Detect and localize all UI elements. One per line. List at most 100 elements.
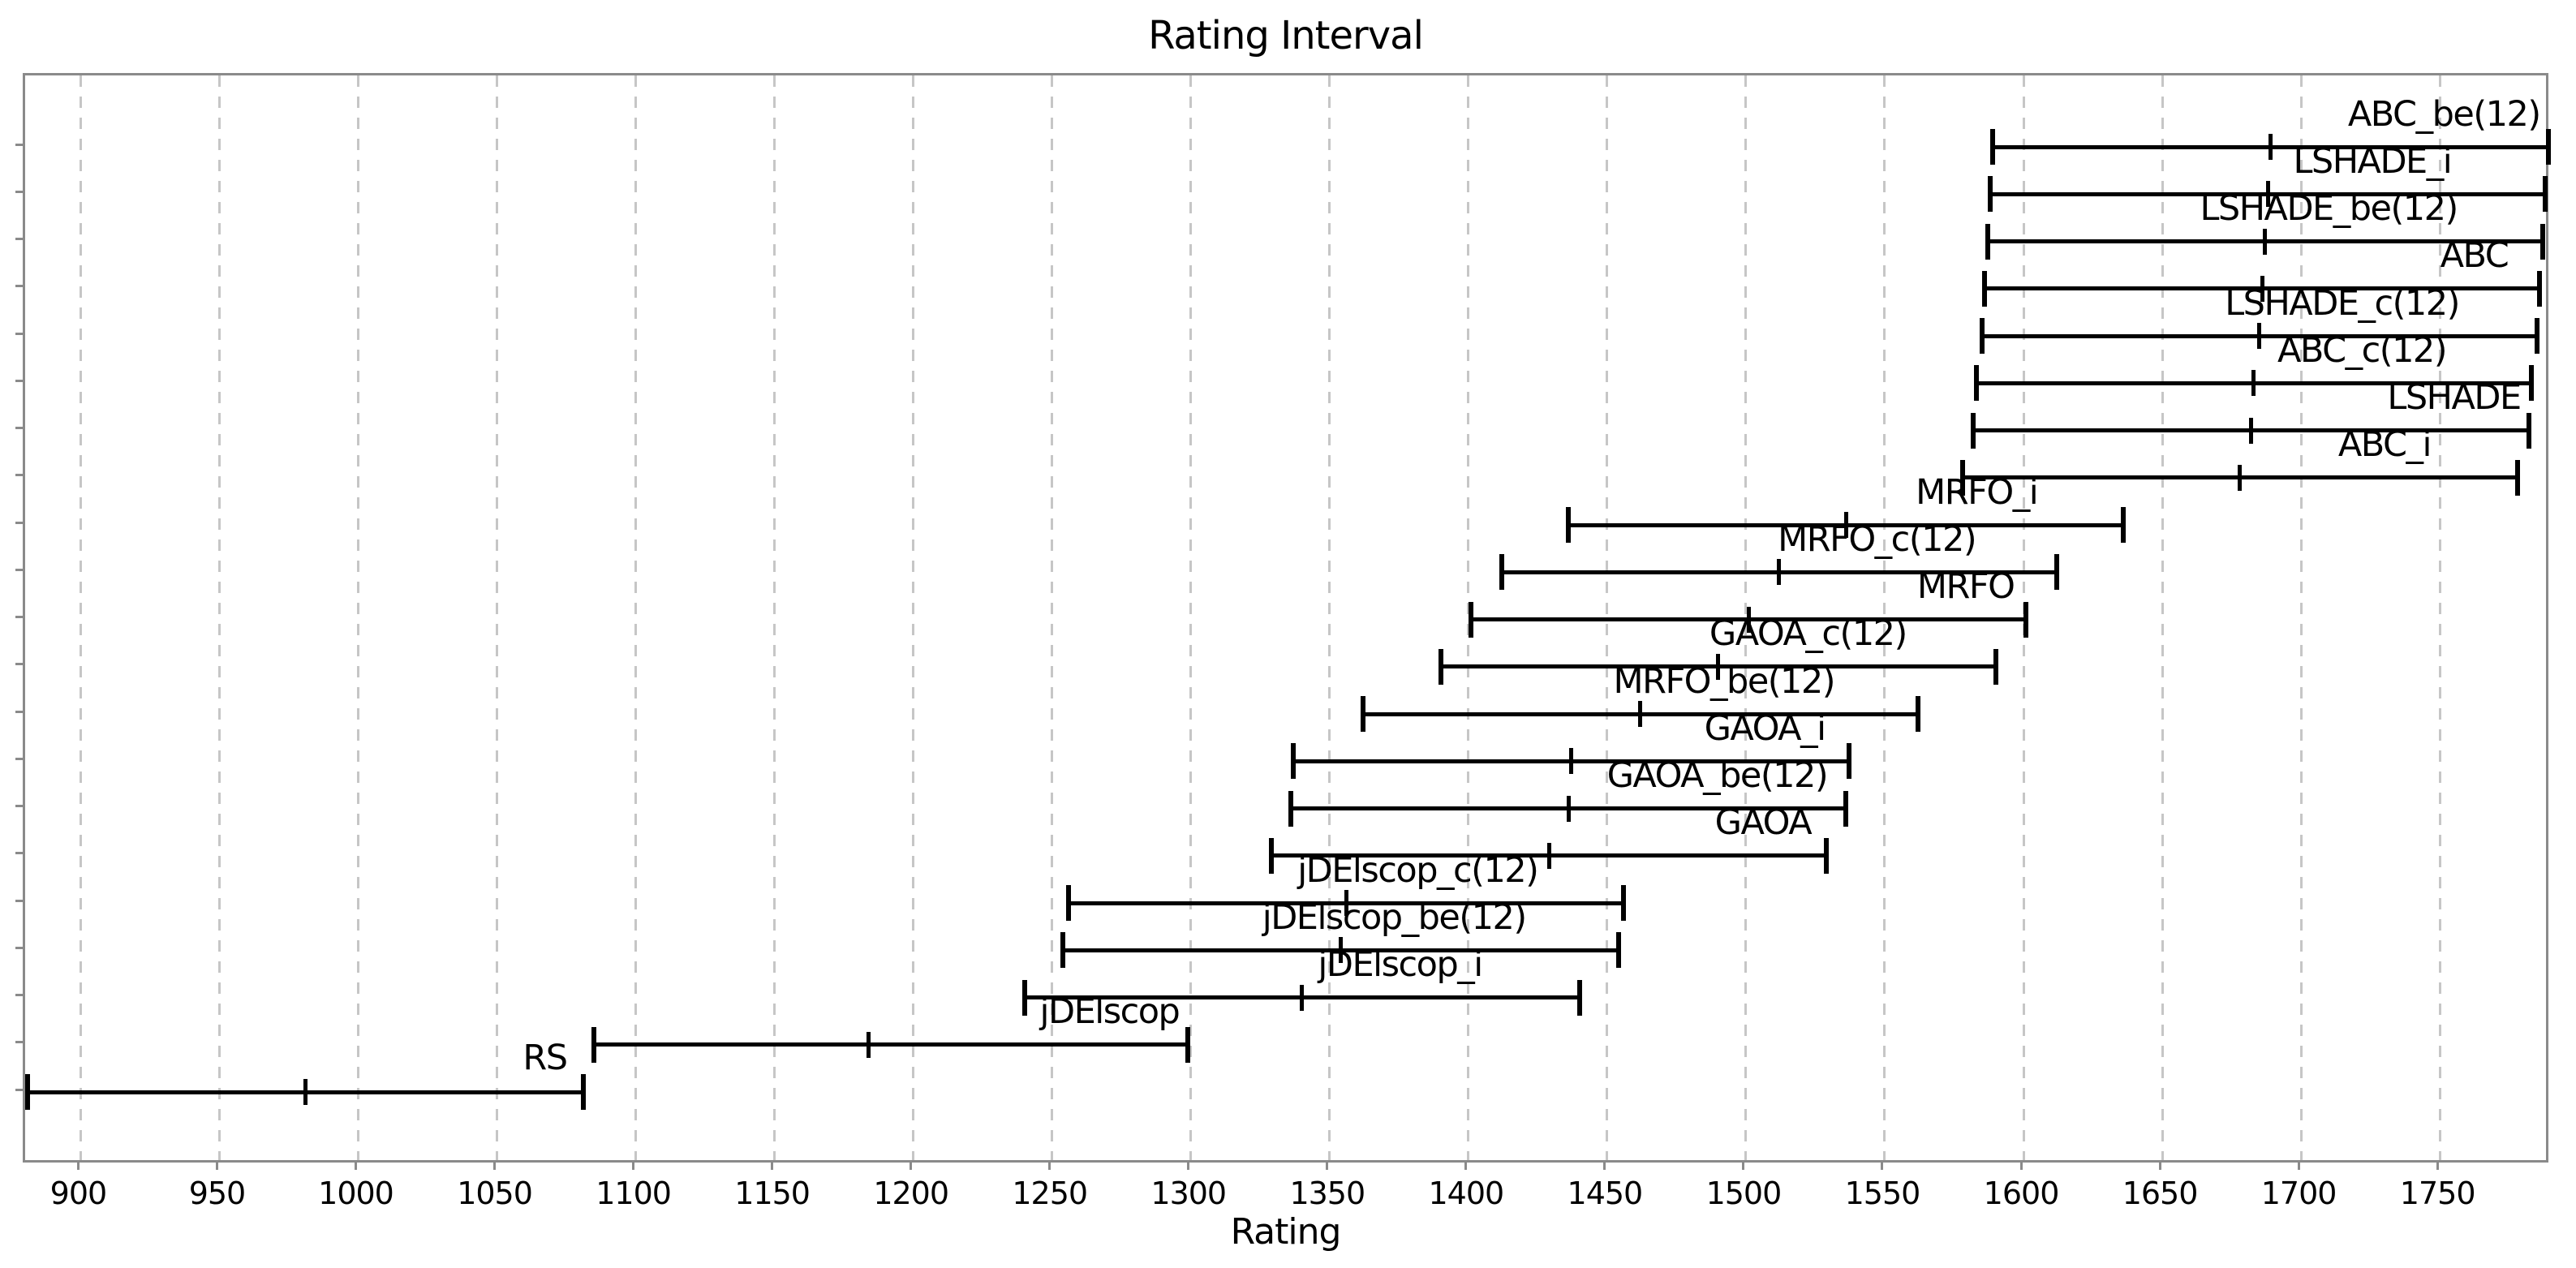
row-label-LSHADE: LSHADE bbox=[2387, 377, 2522, 419]
x-tick-1050 bbox=[493, 1163, 497, 1170]
x-tick-1550 bbox=[1881, 1163, 1884, 1170]
y-tick-row-18 bbox=[15, 946, 23, 949]
interval-cap-right bbox=[2054, 554, 2060, 591]
interval-cap-left bbox=[1360, 696, 1365, 732]
x-tick-label-1600: 1600 bbox=[1983, 1176, 2060, 1211]
x-tick-1350 bbox=[1326, 1163, 1329, 1170]
interval-cap-left bbox=[1987, 176, 1993, 213]
interval-center-tick bbox=[303, 1079, 307, 1105]
interval-cap-right bbox=[1621, 885, 1627, 921]
row-label-GAOA_c(12): GAOA_c(12) bbox=[1709, 613, 1907, 655]
y-tick-row-21 bbox=[15, 1088, 23, 1091]
interval-center-tick bbox=[1746, 606, 1751, 633]
interval-cap-left bbox=[1066, 885, 1072, 921]
interval-center-tick bbox=[2251, 370, 2256, 397]
x-tick-1100 bbox=[632, 1163, 635, 1170]
interval-center-tick bbox=[1338, 937, 1343, 964]
gridline-1750 bbox=[2438, 75, 2441, 1160]
interval-cap-left bbox=[1566, 507, 1571, 543]
x-tick-label-1300: 1300 bbox=[1150, 1176, 1227, 1211]
gridline-1150 bbox=[773, 75, 776, 1160]
interval-cap-right bbox=[2543, 176, 2548, 213]
interval-cap-right bbox=[2514, 459, 2520, 496]
y-tick-row-10 bbox=[15, 568, 23, 571]
interval-center-tick bbox=[2263, 228, 2268, 255]
interval-cap-left bbox=[25, 1074, 31, 1110]
y-tick-row-17 bbox=[15, 899, 23, 902]
gridline-1400 bbox=[1467, 75, 1470, 1160]
interval-cap-right bbox=[1576, 979, 1582, 1016]
interval-center-tick bbox=[1300, 984, 1305, 1011]
row-label-jDElscop_i: jDElscop_i bbox=[1318, 944, 1483, 986]
interval-center-tick bbox=[2268, 134, 2273, 160]
interval-cap-left bbox=[1291, 743, 1297, 780]
y-tick-row-6 bbox=[15, 379, 23, 382]
x-tick-label-1200: 1200 bbox=[873, 1176, 949, 1211]
interval-center-tick bbox=[1566, 795, 1571, 822]
interval-center-tick bbox=[1638, 701, 1643, 727]
interval-cap-right bbox=[2529, 365, 2535, 402]
interval-cap-right bbox=[2023, 601, 2029, 638]
interval-cap-right bbox=[580, 1074, 586, 1110]
gridline-1700 bbox=[2299, 75, 2303, 1160]
gridline-1200 bbox=[912, 75, 915, 1160]
x-tick-1450 bbox=[1603, 1163, 1606, 1170]
y-tick-row-19 bbox=[15, 994, 23, 996]
x-tick-label-1000: 1000 bbox=[318, 1176, 394, 1211]
gridline-1100 bbox=[634, 75, 638, 1160]
interval-cap-right bbox=[2534, 318, 2539, 354]
gridline-900 bbox=[79, 75, 82, 1160]
interval-cap-left bbox=[1021, 979, 1027, 1016]
interval-cap-right bbox=[2526, 412, 2531, 449]
y-tick-row-11 bbox=[15, 616, 23, 618]
x-tick-label-1250: 1250 bbox=[1012, 1176, 1088, 1211]
interval-center-tick bbox=[2257, 323, 2262, 349]
row-label-MRFO: MRFO bbox=[1916, 566, 2015, 608]
interval-center-tick bbox=[867, 1031, 871, 1058]
interval-cap-left bbox=[1990, 129, 1996, 165]
x-axis-label: Rating bbox=[1230, 1211, 1342, 1253]
x-tick-label-900: 900 bbox=[49, 1176, 108, 1211]
row-label-jDElscop: jDElscop bbox=[1039, 991, 1180, 1033]
y-tick-row-9 bbox=[15, 521, 23, 524]
interval-cap-left bbox=[1982, 270, 1988, 307]
row-label-jDElscop_be(12): jDElscop_be(12) bbox=[1262, 896, 1527, 938]
interval-cap-right bbox=[2539, 223, 2545, 260]
interval-center-tick bbox=[1568, 748, 1573, 775]
y-tick-row-7 bbox=[15, 427, 23, 429]
x-tick-1400 bbox=[1464, 1163, 1468, 1170]
interval-cap-right bbox=[1993, 648, 1998, 685]
interval-cap-right bbox=[2545, 129, 2551, 165]
x-tick-1500 bbox=[1742, 1163, 1745, 1170]
y-tick-row-16 bbox=[15, 852, 23, 855]
x-tick-1750 bbox=[2436, 1163, 2439, 1170]
interval-line bbox=[594, 1042, 1189, 1047]
row-label-GAOA: GAOA bbox=[1714, 802, 1813, 844]
row-label-GAOA_i: GAOA_i bbox=[1704, 707, 1826, 749]
plot-area: ABC_be(12) LSHADE_i LSHADE_be(12) ABC LSHADE… bbox=[23, 73, 2551, 1163]
interval-cap-right bbox=[1824, 837, 1830, 874]
interval-cap-left bbox=[1060, 932, 1066, 969]
x-tick-1200 bbox=[910, 1163, 913, 1170]
row-label-MRFO_i: MRFO_i bbox=[1916, 471, 2039, 513]
chart-title: Rating Interval bbox=[1148, 13, 1424, 58]
y-tick-row-4 bbox=[15, 285, 23, 288]
y-tick-row-5 bbox=[15, 332, 23, 335]
interval-cap-right bbox=[1185, 1026, 1191, 1063]
interval-cap-left bbox=[1959, 459, 1965, 496]
interval-cap-right bbox=[1843, 790, 1849, 827]
x-tick-1700 bbox=[2297, 1163, 2300, 1170]
interval-cap-left bbox=[591, 1026, 597, 1063]
x-tick-label-1350: 1350 bbox=[1289, 1176, 1365, 1211]
gridline-1250 bbox=[1051, 75, 1054, 1160]
interval-cap-left bbox=[1973, 365, 1979, 402]
interval-center-tick bbox=[1843, 512, 1848, 538]
interval-center-tick bbox=[1344, 890, 1348, 916]
y-tick-row-8 bbox=[15, 474, 23, 477]
x-tick-label-1500: 1500 bbox=[1705, 1176, 1783, 1211]
x-tick-1150 bbox=[771, 1163, 774, 1170]
row-label-LSHADE_be(12): LSHADE_be(12) bbox=[2200, 188, 2458, 230]
interval-center-tick bbox=[2249, 417, 2254, 444]
gridline-1300 bbox=[1189, 75, 1193, 1160]
